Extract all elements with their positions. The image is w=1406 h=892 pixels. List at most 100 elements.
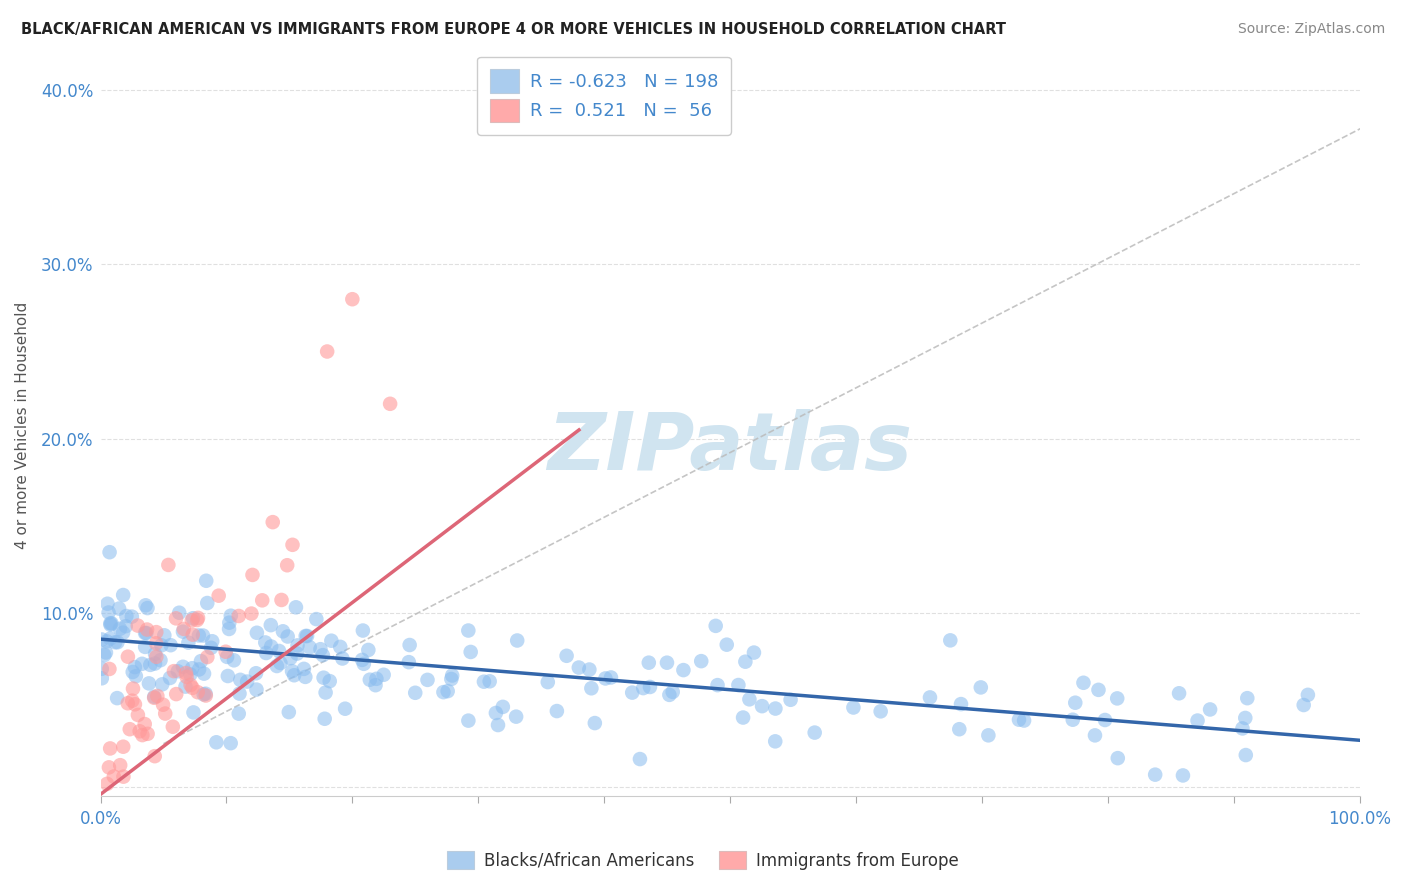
Point bbox=[568, 660, 591, 674]
Point bbox=[219, 608, 242, 623]
Point bbox=[121, 665, 143, 679]
Point bbox=[950, 697, 973, 711]
Point bbox=[128, 724, 150, 739]
Point bbox=[188, 662, 211, 676]
Point bbox=[240, 607, 263, 621]
Point bbox=[145, 625, 167, 640]
Point bbox=[621, 685, 644, 699]
Point bbox=[100, 617, 122, 632]
Point bbox=[138, 676, 160, 690]
Point bbox=[90, 662, 112, 676]
Point bbox=[219, 736, 242, 750]
Point bbox=[176, 670, 198, 684]
Point bbox=[352, 653, 374, 667]
Point bbox=[398, 655, 420, 669]
Point bbox=[440, 672, 463, 686]
Point bbox=[1094, 713, 1116, 727]
Point bbox=[305, 612, 328, 626]
Point bbox=[127, 618, 149, 632]
Point bbox=[187, 685, 209, 699]
Point bbox=[112, 625, 135, 640]
Point bbox=[254, 635, 277, 649]
Point bbox=[143, 657, 166, 671]
Point bbox=[765, 701, 787, 715]
Point bbox=[228, 687, 250, 701]
Point bbox=[284, 600, 307, 615]
Point bbox=[98, 741, 121, 756]
Point bbox=[661, 685, 683, 699]
Point bbox=[281, 538, 304, 552]
Point bbox=[97, 606, 120, 620]
Point bbox=[228, 609, 250, 624]
Point bbox=[112, 739, 135, 754]
Point bbox=[163, 664, 186, 678]
Point bbox=[177, 635, 200, 649]
Point bbox=[217, 669, 239, 683]
Point bbox=[716, 638, 738, 652]
Point bbox=[193, 666, 215, 681]
Point bbox=[633, 681, 655, 695]
Point bbox=[228, 706, 250, 721]
Point bbox=[205, 735, 228, 749]
Point bbox=[600, 670, 623, 684]
Point bbox=[229, 673, 252, 687]
Point bbox=[269, 656, 291, 670]
Point bbox=[186, 613, 208, 627]
Point bbox=[100, 616, 122, 631]
Point bbox=[242, 568, 264, 582]
Point bbox=[1062, 713, 1084, 727]
Point bbox=[555, 648, 578, 663]
Point bbox=[319, 674, 342, 689]
Point bbox=[180, 678, 202, 692]
Point bbox=[124, 660, 146, 674]
Point bbox=[208, 589, 231, 603]
Point bbox=[96, 634, 118, 648]
Text: BLACK/AFRICAN AMERICAN VS IMMIGRANTS FROM EUROPE 4 OR MORE VEHICLES IN HOUSEHOLD: BLACK/AFRICAN AMERICAN VS IMMIGRANTS FRO… bbox=[21, 22, 1007, 37]
Point bbox=[108, 758, 131, 772]
Point bbox=[159, 671, 181, 685]
Point bbox=[195, 596, 218, 610]
Point bbox=[135, 599, 157, 613]
Point bbox=[195, 574, 218, 588]
Point bbox=[194, 689, 217, 703]
Point bbox=[191, 628, 214, 642]
Point bbox=[742, 646, 765, 660]
Point bbox=[1087, 682, 1109, 697]
Point bbox=[125, 669, 148, 683]
Point bbox=[245, 682, 267, 697]
Point bbox=[485, 706, 508, 720]
Point bbox=[98, 545, 121, 559]
Point bbox=[751, 699, 773, 714]
Point bbox=[779, 693, 801, 707]
Point bbox=[637, 656, 659, 670]
Text: ZIPatlas: ZIPatlas bbox=[547, 409, 912, 487]
Point bbox=[246, 625, 269, 640]
Legend: R = -0.623   N = 198, R =  0.521   N =  56: R = -0.623 N = 198, R = 0.521 N = 56 bbox=[478, 57, 731, 135]
Point bbox=[131, 657, 153, 671]
Point bbox=[115, 609, 138, 624]
Point bbox=[90, 632, 112, 647]
Point bbox=[706, 678, 728, 692]
Point bbox=[398, 638, 420, 652]
Point bbox=[112, 770, 135, 784]
Point bbox=[187, 628, 209, 642]
Point bbox=[121, 694, 143, 708]
Point bbox=[181, 681, 204, 695]
Point bbox=[333, 702, 356, 716]
Point bbox=[108, 601, 131, 615]
Point bbox=[166, 665, 188, 679]
Point bbox=[1171, 768, 1194, 782]
Point bbox=[136, 727, 159, 741]
Point bbox=[190, 654, 212, 668]
Point bbox=[1296, 688, 1319, 702]
Point bbox=[143, 690, 166, 704]
Point bbox=[143, 749, 166, 764]
Point bbox=[222, 653, 245, 667]
Point bbox=[672, 663, 695, 677]
Point bbox=[478, 674, 501, 689]
Point bbox=[117, 696, 139, 710]
Point bbox=[977, 728, 1000, 742]
Point bbox=[143, 647, 166, 661]
Point bbox=[578, 663, 600, 677]
Point bbox=[1008, 713, 1031, 727]
